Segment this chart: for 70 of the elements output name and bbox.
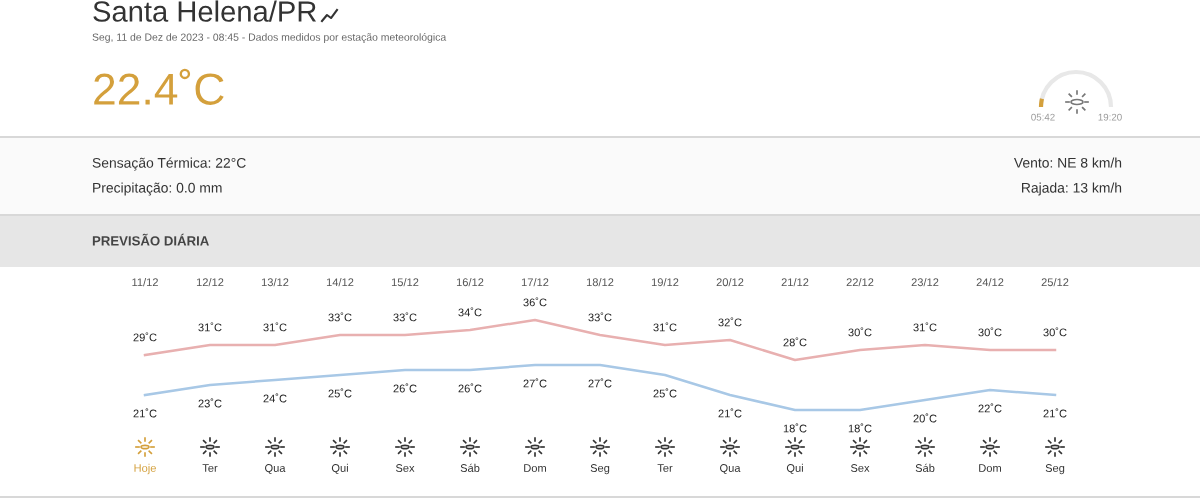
data-label: 33˚C [328, 312, 352, 322]
text: Qui [331, 463, 348, 474]
x-tick-label: 14/12 [326, 277, 354, 287]
data-label: 30˚C [1043, 327, 1067, 337]
x-tick-label: 20/12 [716, 277, 744, 287]
x-tick-label: 16/12 [456, 277, 484, 287]
data-label: 24˚C [263, 393, 287, 403]
text: Qua [720, 464, 741, 474]
data-label: 26˚C [458, 383, 482, 393]
text: Precipitação: 0.0 mm [93, 182, 222, 196]
data-label: 25˚C [653, 388, 677, 398]
text: Vento: NE 8 km/h [1013, 157, 1122, 168]
x-tick-label: 24/12 [976, 277, 1004, 287]
data-label: 30˚C [978, 327, 1002, 337]
data-label: 33˚C [588, 312, 612, 322]
text: Seg [590, 464, 610, 475]
x-tick-label: 25/12 [1041, 277, 1069, 287]
x-tick-label: 13/12 [261, 277, 289, 287]
data-label: 29˚C [133, 332, 157, 342]
data-label: 34˚C [458, 307, 482, 317]
data-label: 21˚C [718, 408, 742, 418]
text: Qua [265, 464, 286, 474]
text: Hoje [134, 463, 156, 475]
data-label: 25˚C [328, 388, 352, 398]
data-label: 31˚C [913, 322, 937, 332]
x-tick-label: 11/12 [132, 277, 158, 287]
data-label: 23˚C [198, 398, 222, 408]
data-label: 31˚C [263, 322, 287, 332]
x-tick-label: 17/12 [521, 277, 549, 287]
text: Sex [395, 464, 415, 472]
chart-subtitle: Seg, 11 de Dez de 2023 - 08:45 - Dados medidos por estação meteorológica [92, 33, 447, 43]
data-label: 31˚C [653, 322, 677, 332]
x-tick-label: 22/12 [846, 277, 874, 287]
text: Seg [1045, 464, 1065, 475]
data-label: 27˚C [588, 378, 612, 388]
data-label: 30˚C [848, 327, 872, 337]
data-label: 27˚C [523, 378, 547, 388]
text: Dom [524, 464, 546, 472]
chart-title: Santa Helena/PR [93, 0, 317, 22]
data-label: 26˚C [393, 383, 417, 393]
x-tick-label: 12/12 [196, 277, 224, 287]
text: Qui [786, 463, 803, 474]
text: PREVISÃO DIÁRIA [92, 233, 209, 246]
text: Sáb [915, 463, 935, 472]
data-label: 33˚C [393, 312, 417, 322]
text: Rajada: 13 km/h [1022, 182, 1122, 196]
data-label: 28˚C [783, 337, 807, 347]
x-tick-label: 23/12 [911, 277, 939, 287]
data-label: 21˚C [133, 408, 157, 418]
data-label: 32˚C [718, 317, 742, 327]
text: Ter [202, 464, 218, 472]
text: 05:42 [1031, 113, 1055, 121]
x-tick-label: 19/12 [651, 277, 679, 287]
data-label: 18˚C [783, 423, 807, 433]
data-label: 21˚C [1043, 408, 1067, 418]
text: Dom [979, 464, 1001, 472]
text: Sáb [460, 463, 480, 472]
data-label: 22˚C [978, 403, 1002, 413]
text: 22.4˚C [94, 68, 224, 105]
data-label: 31˚C [198, 322, 222, 332]
data-label: 20˚C [913, 413, 937, 423]
text: Sensação Térmica: 22°C [92, 157, 246, 171]
text: Sex [850, 464, 870, 472]
text: Ter [657, 464, 673, 472]
x-tick-label: 15/12 [391, 277, 419, 287]
data-label: 18˚C [848, 423, 872, 433]
x-tick-label: 21/12 [781, 277, 809, 287]
x-tick-label: 18/12 [586, 277, 614, 287]
data-label: 36˚C [523, 297, 547, 307]
text: 19:20 [1098, 113, 1122, 121]
